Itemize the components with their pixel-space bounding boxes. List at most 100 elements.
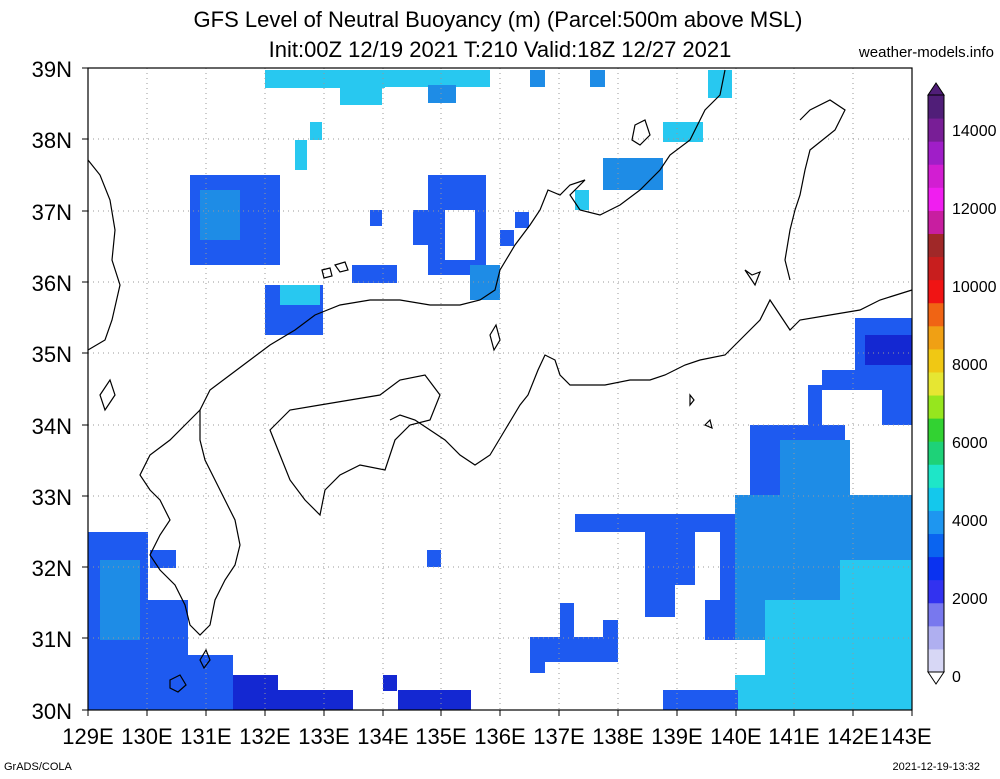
lon-label: 132E — [239, 724, 291, 749]
field-patch — [603, 158, 663, 190]
colorbar-segment — [928, 141, 944, 165]
lat-label: 39N — [31, 57, 72, 82]
lon-label: 139E — [651, 724, 703, 749]
colorbar-max-arrow — [927, 82, 945, 96]
field-layer — [88, 70, 912, 710]
colorbar-label: 14000 — [952, 123, 997, 140]
field-patch — [575, 190, 589, 210]
field-patch — [233, 675, 278, 710]
field-patch — [855, 425, 912, 460]
lat-label: 30N — [31, 699, 72, 724]
colorbar-label: 8000 — [952, 357, 988, 374]
colorbar-segment — [928, 187, 944, 211]
field-patch — [663, 122, 703, 142]
lat-label: 35N — [31, 342, 72, 367]
field-patch — [530, 655, 545, 673]
colorbar-segment — [928, 279, 944, 304]
site-label[interactable]: weather-models.info — [858, 44, 994, 61]
colorbar-segment — [928, 625, 944, 650]
field-patch — [735, 675, 765, 710]
colorbar-min-arrow — [927, 671, 945, 685]
field-patch — [780, 440, 850, 495]
field-patch — [470, 265, 500, 300]
field-patch — [310, 122, 322, 140]
field-patch — [500, 230, 514, 246]
chart-title-line2: Init:00Z 12/19 2021 T:210 Valid:18Z 12/2… — [268, 37, 732, 62]
grid-lines — [88, 68, 912, 710]
lon-label: 129E — [62, 724, 114, 749]
field-patch — [645, 585, 675, 617]
lon-label: 141E — [768, 724, 820, 749]
field-patch — [590, 70, 605, 87]
colorbar-segment — [928, 510, 944, 535]
field-patch — [383, 675, 397, 691]
colorbar-segment — [928, 556, 944, 581]
colorbar-segment — [928, 371, 944, 396]
field-patch — [735, 640, 765, 675]
colorbar-segment — [928, 118, 944, 142]
lon-label: 133E — [298, 724, 350, 749]
field-patch — [428, 85, 456, 103]
field-patch — [427, 550, 441, 567]
lon-label: 136E — [474, 724, 526, 749]
colorbar-segment — [928, 348, 944, 373]
colorbar-label: 2000 — [952, 591, 988, 608]
field-patch — [445, 210, 475, 260]
lon-label: 130E — [121, 724, 173, 749]
field-patch — [515, 212, 529, 228]
colorbar-segment — [928, 302, 944, 327]
field-patch — [100, 560, 140, 640]
footer-timestamp: 2021-12-19-13:32 — [892, 761, 980, 773]
field-patch — [560, 603, 574, 643]
field-patch — [280, 285, 320, 305]
coastlines — [87, 69, 913, 693]
field-patch — [663, 690, 738, 710]
field-patch — [295, 140, 307, 170]
colorbar-segment — [928, 602, 944, 627]
field-patch — [385, 70, 490, 87]
colorbar-segment — [928, 533, 944, 558]
field-patch — [150, 550, 176, 568]
field-patch — [188, 655, 233, 710]
colorbar-label: 0 — [952, 669, 961, 686]
lat-label: 37N — [31, 200, 72, 225]
lon-label: 143E — [880, 724, 932, 749]
colorbar-segment — [928, 648, 944, 673]
lon-label: 142E — [827, 724, 879, 749]
colorbar-segment — [928, 395, 944, 419]
lat-label: 34N — [31, 414, 72, 439]
colorbar-label: 4000 — [952, 513, 988, 530]
lat-ticks — [82, 67, 88, 711]
colorbar-segment — [928, 418, 944, 442]
chart-title-line1: GFS Level of Neutral Buoyancy (m) (Parce… — [193, 7, 803, 32]
lon-ticks — [87, 710, 913, 716]
field-patch — [603, 620, 618, 640]
field-patch — [398, 690, 471, 710]
field-patch — [645, 530, 695, 585]
lat-label: 33N — [31, 485, 72, 510]
lon-label: 131E — [180, 724, 232, 749]
colorbar — [927, 82, 945, 685]
field-patch — [865, 335, 912, 365]
field-patch — [530, 70, 545, 87]
field-patch — [265, 70, 385, 88]
field-patch — [840, 560, 912, 620]
lon-label: 134E — [357, 724, 409, 749]
colorbar-segment — [928, 487, 944, 511]
colorbar-label: 6000 — [952, 435, 988, 452]
colorbar-label: 12000 — [952, 201, 997, 218]
lon-label: 138E — [592, 724, 644, 749]
colorbar-segment — [928, 164, 944, 188]
field-patch — [413, 210, 428, 245]
field-patch — [340, 85, 382, 105]
colorbar-segment — [928, 579, 944, 604]
lat-label: 31N — [31, 627, 72, 652]
lon-label: 135E — [415, 724, 467, 749]
colorbar-frame — [927, 94, 945, 673]
colorbar-segment — [928, 325, 944, 350]
colorbar-segment — [928, 233, 944, 258]
field-patch — [200, 190, 240, 240]
colorbar-segment — [928, 95, 944, 119]
colorbar-segment — [928, 256, 944, 281]
